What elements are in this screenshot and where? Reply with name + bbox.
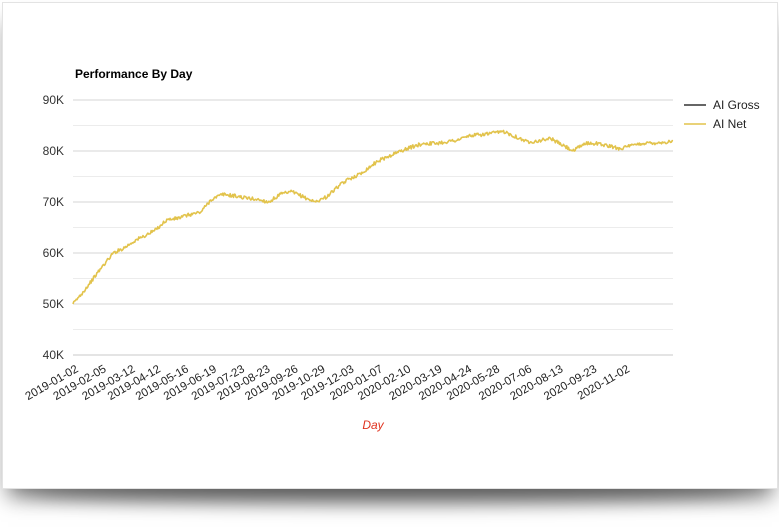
x-axis-label: Day <box>362 418 384 432</box>
x-axis-ticks: 2019-01-022019-02-052019-03-122019-04-12… <box>24 363 632 403</box>
chart-title: Performance By Day <box>75 67 193 81</box>
grid-lines <box>73 99 673 356</box>
legend-label: AI Gross <box>713 98 760 112</box>
y-tick-label: 70K <box>43 195 64 209</box>
legend: AI Gross AI Net <box>684 98 760 131</box>
series-lines <box>72 129 674 305</box>
chart-card <box>2 2 778 489</box>
y-tick-label: 90K <box>43 93 64 107</box>
y-tick-label: 40K <box>43 348 64 362</box>
legend-label: AI Net <box>713 117 747 131</box>
series-line-ai-net <box>72 129 674 305</box>
y-tick-label: 50K <box>43 297 64 311</box>
y-tick-label: 60K <box>43 246 64 260</box>
y-axis-ticks: 40K 50K 60K 70K 80K 90K <box>43 93 64 362</box>
y-tick-label: 80K <box>43 144 64 158</box>
